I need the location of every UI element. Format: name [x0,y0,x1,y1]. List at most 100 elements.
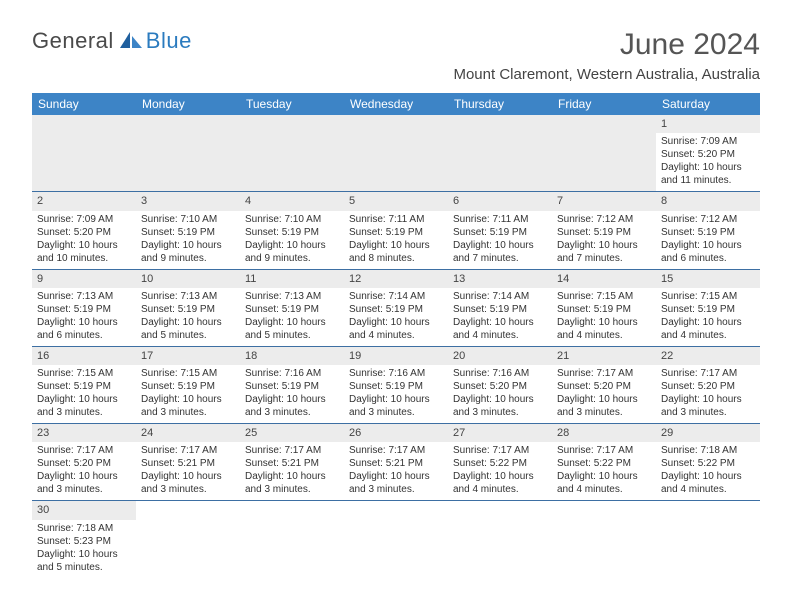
title-block: June 2024 Mount Claremont, Western Austr… [453,28,760,83]
sunrise-text: Sunrise: 7:13 AM [245,290,339,303]
sunset-text: Sunset: 5:19 PM [661,226,755,239]
daylight-text: Daylight: 10 hours and 3 minutes. [37,393,131,419]
sunset-text: Sunset: 5:19 PM [141,226,235,239]
sunrise-text: Sunrise: 7:16 AM [453,367,547,380]
weekday-header: Saturday [656,93,760,115]
sunset-text: Sunset: 5:19 PM [37,303,131,316]
sunset-text: Sunset: 5:19 PM [557,303,651,316]
calendar-empty [136,501,240,578]
sunrise-text: Sunrise: 7:13 AM [141,290,235,303]
daylight-text: Daylight: 10 hours and 3 minutes. [557,393,651,419]
daylight-text: Daylight: 10 hours and 9 minutes. [141,239,235,265]
daylight-text: Daylight: 10 hours and 8 minutes. [349,239,443,265]
calendar-day: 14Sunrise: 7:15 AMSunset: 5:19 PMDayligh… [552,269,656,346]
sunrise-text: Sunrise: 7:17 AM [557,367,651,380]
day-number: 14 [552,270,656,288]
calendar-empty [656,501,760,578]
day-number: 9 [32,270,136,288]
sunset-text: Sunset: 5:19 PM [245,226,339,239]
day-number: 6 [448,192,552,210]
day-number: 29 [656,424,760,442]
sunrise-text: Sunrise: 7:10 AM [245,213,339,226]
day-number: 1 [656,115,760,133]
sunset-text: Sunset: 5:21 PM [141,457,235,470]
sunset-text: Sunset: 5:21 PM [245,457,339,470]
calendar-empty [32,115,136,192]
calendar-day: 7Sunrise: 7:12 AMSunset: 5:19 PMDaylight… [552,192,656,269]
day-number: 26 [344,424,448,442]
day-number: 25 [240,424,344,442]
sunrise-text: Sunrise: 7:17 AM [245,444,339,457]
sunrise-text: Sunrise: 7:15 AM [37,367,131,380]
month-title: June 2024 [453,28,760,62]
day-number: 7 [552,192,656,210]
sunrise-text: Sunrise: 7:11 AM [453,213,547,226]
calendar-empty [448,501,552,578]
calendar-week: 9Sunrise: 7:13 AMSunset: 5:19 PMDaylight… [32,269,760,346]
calendar-day: 18Sunrise: 7:16 AMSunset: 5:19 PMDayligh… [240,346,344,423]
calendar-day: 1 Sunrise: 7:09 AMSunset: 5:20 PMDaylight… [656,115,760,192]
sunset-text: Sunset: 5:20 PM [661,148,755,161]
daylight-text: Daylight: 10 hours and 4 minutes. [349,316,443,342]
calendar-empty [552,501,656,578]
calendar-day: 13Sunrise: 7:14 AMSunset: 5:19 PMDayligh… [448,269,552,346]
header: General Blue June 2024 Mount Claremont, … [32,28,760,83]
sunrise-text: Sunrise: 7:15 AM [557,290,651,303]
sunrise-text: Sunrise: 7:14 AM [349,290,443,303]
sunset-text: Sunset: 5:23 PM [37,535,131,548]
daylight-text: Daylight: 10 hours and 6 minutes. [37,316,131,342]
day-number: 11 [240,270,344,288]
sunrise-text: Sunrise: 7:12 AM [557,213,651,226]
sunrise-text: Sunrise: 7:18 AM [37,522,131,535]
calendar-day: 25 Sunrise: 7:17 AMSunset: 5:21 PMDayligh… [240,424,344,501]
day-number: 3 [136,192,240,210]
sunrise-text: Sunrise: 7:15 AM [661,290,755,303]
day-number: 4 [240,192,344,210]
daylight-text: Daylight: 10 hours and 4 minutes. [661,316,755,342]
calendar-empty [240,501,344,578]
sunrise-text: Sunrise: 7:09 AM [37,213,131,226]
daylight-text: Daylight: 10 hours and 3 minutes. [141,393,235,419]
calendar-day: 20Sunrise: 7:16 AMSunset: 5:20 PMDayligh… [448,346,552,423]
calendar-header-row: SundayMondayTuesdayWednesdayThursdayFrid… [32,93,760,115]
sunset-text: Sunset: 5:19 PM [141,380,235,393]
sunset-text: Sunset: 5:19 PM [453,303,547,316]
sunset-text: Sunset: 5:20 PM [661,380,755,393]
daylight-text: Daylight: 10 hours and 11 minutes. [661,161,755,187]
sunrise-text: Sunrise: 7:17 AM [453,444,547,457]
sunrise-text: Sunrise: 7:09 AM [661,135,755,148]
daylight-text: Daylight: 10 hours and 3 minutes. [37,470,131,496]
logo: General Blue [32,28,192,54]
daylight-text: Daylight: 10 hours and 3 minutes. [245,393,339,419]
day-number: 2 [32,192,136,210]
calendar-empty [344,501,448,578]
calendar-day: 9 Sunrise: 7:13 AMSunset: 5:19 PMDaylight… [32,269,136,346]
calendar-day: 29Sunrise: 7:18 AMSunset: 5:22 PMDayligh… [656,424,760,501]
day-number: 8 [656,192,760,210]
daylight-text: Daylight: 10 hours and 7 minutes. [453,239,547,265]
sunset-text: Sunset: 5:19 PM [245,303,339,316]
sunrise-text: Sunrise: 7:17 AM [661,367,755,380]
day-number: 5 [344,192,448,210]
weekday-header: Friday [552,93,656,115]
daylight-text: Daylight: 10 hours and 9 minutes. [245,239,339,265]
day-number: 17 [136,347,240,365]
weekday-header: Wednesday [344,93,448,115]
daylight-text: Daylight: 10 hours and 6 minutes. [661,239,755,265]
calendar-day: 15Sunrise: 7:15 AMSunset: 5:19 PMDayligh… [656,269,760,346]
sunset-text: Sunset: 5:20 PM [37,457,131,470]
sunset-text: Sunset: 5:19 PM [245,380,339,393]
calendar-day: 27Sunrise: 7:17 AMSunset: 5:22 PMDayligh… [448,424,552,501]
daylight-text: Daylight: 10 hours and 3 minutes. [141,470,235,496]
sunrise-text: Sunrise: 7:13 AM [37,290,131,303]
calendar-day: 3Sunrise: 7:10 AMSunset: 5:19 PMDaylight… [136,192,240,269]
day-number: 19 [344,347,448,365]
sunset-text: Sunset: 5:22 PM [453,457,547,470]
sunset-text: Sunset: 5:19 PM [141,303,235,316]
calendar-day: 4 Sunrise: 7:10 AMSunset: 5:19 PMDaylight… [240,192,344,269]
calendar-day: 16Sunrise: 7:15 AMSunset: 5:19 PMDayligh… [32,346,136,423]
daylight-text: Daylight: 10 hours and 3 minutes. [245,470,339,496]
calendar-week: 2Sunrise: 7:09 AMSunset: 5:20 PMDaylight… [32,192,760,269]
day-number: 22 [656,347,760,365]
sunrise-text: Sunrise: 7:15 AM [141,367,235,380]
